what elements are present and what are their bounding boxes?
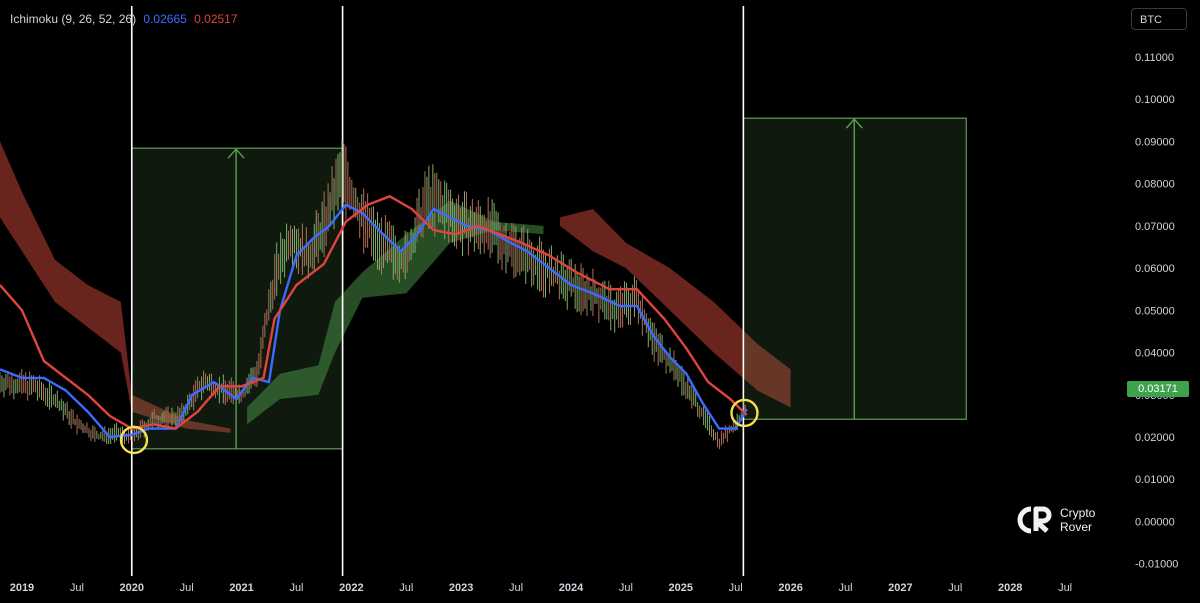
x-tick-label: 2023 (449, 582, 473, 594)
x-tick-label: 2019 (10, 582, 34, 594)
x-tick-label: 2024 (559, 582, 584, 594)
y-tick-label: 0.09000 (1135, 136, 1175, 148)
vertical-markers (130, 6, 745, 576)
y-tick-label: 0.06000 (1135, 263, 1175, 275)
x-tick-label: Jul (838, 582, 852, 594)
x-tick-label: Jul (948, 582, 962, 594)
x-tick-label: 2028 (998, 582, 1022, 594)
indicator-legend[interactable]: Ichimoku (9, 26, 52, 26) 0.02665 0.02517 (10, 12, 238, 26)
x-tick-label: 2027 (888, 582, 912, 594)
indicator-name: Ichimoku (9, 26, 52, 26) (10, 12, 137, 26)
current-price-label: 0.03171 (1127, 381, 1189, 397)
highlight-circles (119, 398, 759, 455)
cloud-bear-2 (560, 209, 791, 408)
time-axis[interactable]: 2019 Jul 2020 Jul 2021 Jul 2022 Jul 2023 Jul 2024 J… (10, 582, 1072, 594)
highlight-circle-0 (119, 425, 149, 455)
y-tick-label: 0.01000 (1135, 474, 1175, 486)
y-tick-label: 0.02000 (1135, 432, 1175, 444)
projection-arrowhead-1 (845, 118, 863, 129)
y-tick-label: 0.08000 (1135, 179, 1175, 191)
projection-box-0 (131, 147, 344, 450)
brand-line-2: Rover (1060, 520, 1093, 534)
y-tick-label: 0.11000 (1135, 52, 1174, 64)
x-tick-label: 2025 (669, 582, 693, 594)
ichimoku-cloud (0, 141, 791, 433)
x-tick-label: 2022 (339, 582, 363, 594)
y-tick-label: 0.04000 (1135, 348, 1175, 360)
x-tick-label: Jul (289, 582, 303, 594)
x-tick-label: Jul (509, 582, 523, 594)
x-tick-label: 2020 (120, 582, 144, 594)
y-tick-label: 0.07000 (1135, 221, 1175, 233)
x-tick-label: Jul (619, 582, 633, 594)
x-tick-label: Jul (70, 582, 84, 594)
x-tick-label: Jul (180, 582, 194, 594)
x-tick-label: Jul (729, 582, 743, 594)
cloud-bear-0 (0, 141, 231, 433)
y-tick-label: -0.01000 (1135, 559, 1178, 571)
x-tick-label: Jul (1058, 582, 1072, 594)
y-tick-label: 0.05000 (1135, 305, 1175, 317)
symbol-badge[interactable]: BTC (1131, 8, 1187, 30)
brand-line-1: Crypto (1060, 506, 1096, 520)
base-line (0, 195, 748, 430)
brand-logo: Crypto Rover (1016, 505, 1126, 535)
x-tick-label: 2026 (778, 582, 802, 594)
cr-logo-icon (1017, 506, 1052, 534)
cloud-bull-1 (247, 200, 544, 425)
highlight-circle-1 (730, 398, 759, 428)
x-tick-label: 2021 (229, 582, 253, 594)
projection-arrowhead-0 (227, 148, 245, 159)
y-tick-label: 0.10000 (1135, 94, 1175, 106)
price-axis[interactable]: 0.11000 0.10000 0.09000 0.08000 0.07000 0.060… (1135, 52, 1178, 571)
conversion-value: 0.02665 (143, 12, 187, 26)
projection-boxes (131, 117, 967, 450)
x-tick-label: Jul (399, 582, 413, 594)
base-value: 0.02517 (194, 12, 238, 26)
y-tick-label: 0.00000 (1135, 516, 1175, 528)
